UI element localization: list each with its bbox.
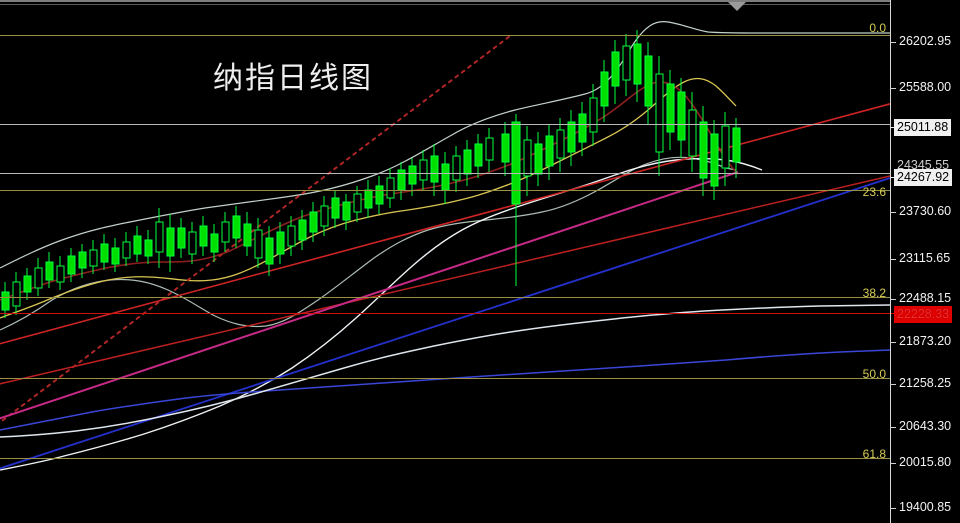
fib-label-23: 23.6	[862, 185, 886, 199]
fib-level-61	[0, 458, 960, 459]
axis-tick	[891, 299, 896, 300]
axis-tick	[891, 384, 896, 385]
gray-resistance-upper	[0, 124, 890, 125]
trendline-red-lower	[0, 175, 890, 385]
axis-tick	[891, 42, 896, 43]
axis-tick	[891, 508, 896, 509]
price-tag-25011[interactable]: 25011.88	[894, 119, 952, 136]
axis-tick	[891, 427, 896, 428]
price-tag-24267[interactable]: 24267.92	[894, 169, 953, 186]
axis-label-19400: 19400.85	[899, 500, 952, 514]
axis-label-22488: 22488.15	[899, 291, 952, 305]
fib-level-38	[0, 297, 960, 298]
window-top-border	[0, 0, 960, 2]
fib-label-0: 0.0	[869, 21, 886, 35]
axis-tick	[891, 463, 896, 464]
moving-average-white	[0, 157, 763, 471]
crosshair-marker-icon	[728, 2, 746, 11]
fib-level-50	[0, 378, 960, 379]
axis-label-21258: 21258.25	[899, 376, 952, 390]
trendline-red	[0, 103, 890, 345]
axis-label-20015: 20015.80	[899, 455, 952, 469]
fib-label-61: 61.8	[862, 447, 886, 461]
axis-label-23115: 23115.65	[899, 251, 951, 265]
price-tag-22228-current[interactable]: 22228.33	[894, 306, 953, 323]
gray-resistance-lower	[0, 173, 890, 174]
chart-plot-area[interactable]	[0, 0, 890, 523]
trendline-dotted-red	[0, 35, 511, 424]
axis-tick	[891, 212, 896, 213]
bollinger-band-upper	[0, 21, 890, 269]
axis-tick	[891, 342, 896, 343]
price-axis[interactable]: 26202.95 25588.00 25011.88 24345.55 2426…	[890, 0, 960, 523]
axis-tick	[891, 259, 896, 260]
fib-label-38: 38.2	[862, 286, 886, 300]
axis-label-21873: 21873.20	[899, 334, 952, 348]
trendline-magenta	[0, 171, 739, 420]
page-title: 纳指日线图	[213, 61, 373, 96]
trendline-blue	[0, 177, 890, 470]
window-top-border-inner	[0, 4, 890, 5]
moving-average-white-long	[0, 304, 890, 438]
chart-series-layer	[0, 21, 890, 471]
axis-label-20643: 20643.30	[899, 419, 952, 433]
red-horizontal-level	[0, 313, 960, 314]
fib-label-50: 50.0	[862, 367, 886, 381]
axis-label-24345-occluded: 24345.55	[897, 158, 950, 172]
axis-label-26202: 26202.95	[899, 34, 952, 48]
axis-label-25588: 25588.00	[899, 80, 952, 94]
moving-average-blue	[0, 349, 890, 431]
fib-level-0	[0, 35, 960, 36]
fib-level-23	[0, 190, 960, 191]
axis-label-23730: 23730.60	[899, 204, 952, 218]
candlestick-series	[1, 30, 741, 318]
axis-tick	[891, 88, 896, 89]
